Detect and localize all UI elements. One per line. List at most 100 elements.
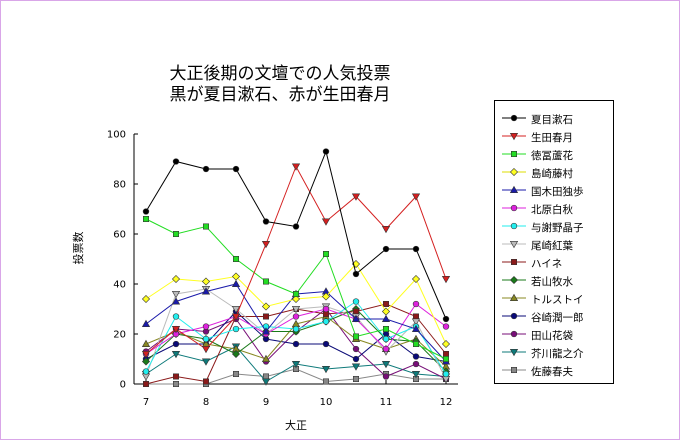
series-4	[141, 259, 451, 349]
data-point	[321, 365, 331, 374]
data-point	[171, 350, 181, 359]
chart-title-block: 大正後期の文壇での人気投票 黒が夏目漱石、赤が生田春月	[150, 64, 410, 106]
legend-swatch	[502, 241, 526, 249]
legend-label: 田山花袋	[531, 330, 573, 342]
data-point	[171, 290, 181, 299]
legend-swatch	[502, 349, 526, 357]
legend-label: 谷崎潤一郎	[531, 312, 584, 324]
x-tick-label: 12	[440, 397, 453, 408]
y-tick-label: 40	[113, 280, 126, 291]
legend-item: 国木田独歩	[495, 182, 613, 200]
data-point	[202, 165, 210, 173]
legend-swatch	[502, 204, 526, 212]
data-point	[141, 339, 151, 348]
data-point	[442, 323, 450, 330]
data-point	[291, 305, 301, 314]
data-point	[292, 340, 300, 348]
data-point	[352, 308, 359, 315]
data-point	[201, 345, 211, 354]
legend-label: 徳冨蘆花	[531, 150, 573, 162]
data-point	[231, 313, 241, 321]
data-point	[382, 300, 389, 307]
data-point	[262, 313, 269, 320]
legend-label: 若山牧水	[531, 276, 573, 288]
data-point	[381, 314, 391, 323]
legend-label: ハイネ	[531, 258, 563, 270]
data-point	[352, 355, 360, 363]
legend-label: トルストイ	[531, 294, 584, 306]
data-point	[411, 324, 421, 333]
series-layer	[141, 148, 451, 387]
data-point	[141, 294, 151, 304]
data-point	[141, 350, 151, 359]
legend-label: 夏目漱石	[531, 114, 573, 126]
legend-item: 北原白秋	[495, 200, 613, 218]
legend-item: 島崎藤村	[495, 164, 613, 182]
data-point	[141, 373, 151, 381]
data-point	[262, 373, 269, 380]
data-point	[291, 294, 301, 304]
data-point	[381, 360, 391, 369]
data-point	[382, 335, 390, 343]
x-tick-label: 8	[203, 397, 209, 408]
x-tick-label: 7	[143, 397, 149, 408]
data-point	[171, 274, 181, 284]
data-point	[412, 300, 420, 308]
data-point	[412, 313, 419, 320]
data-point	[171, 325, 181, 334]
data-point	[141, 357, 151, 366]
data-point	[292, 313, 300, 320]
data-point	[172, 340, 180, 348]
legend-label: 北原白秋	[531, 204, 573, 216]
data-point	[321, 218, 331, 226]
data-point	[411, 370, 421, 379]
data-point	[322, 318, 330, 325]
data-point	[143, 380, 150, 387]
data-point	[173, 380, 180, 387]
data-point	[142, 368, 150, 375]
data-point	[173, 231, 180, 238]
legend-swatch	[502, 293, 526, 301]
data-point	[203, 223, 210, 230]
data-point	[172, 158, 180, 165]
data-point	[322, 340, 330, 348]
data-point	[171, 297, 181, 305]
y-tick-label: 100	[107, 130, 126, 141]
data-point	[141, 319, 151, 328]
data-point	[351, 363, 361, 371]
legend-swatch	[502, 312, 526, 320]
legend-item: 佐藤春夫	[495, 362, 613, 380]
data-point	[352, 270, 360, 278]
legend-swatch	[502, 222, 526, 230]
data-point	[352, 298, 360, 305]
data-point	[291, 163, 301, 171]
y-tick-label: 0	[120, 380, 126, 391]
data-point	[231, 305, 241, 314]
data-point	[441, 339, 451, 349]
data-point	[442, 350, 449, 357]
series-2	[141, 163, 451, 359]
data-point	[233, 255, 240, 262]
data-point	[351, 193, 361, 201]
legend-item: 田山花袋	[495, 326, 613, 344]
legend-item: ハイネ	[495, 254, 613, 272]
data-point	[382, 325, 389, 332]
data-point	[352, 345, 360, 353]
y-ticks: 0 20 40 60 80 100	[107, 130, 138, 391]
legend-label: 尾崎紅葉	[531, 240, 573, 252]
data-point	[322, 305, 330, 313]
data-point	[442, 355, 449, 362]
data-point	[173, 373, 180, 380]
data-point	[202, 323, 210, 330]
legend-item: 夏目漱石	[495, 110, 613, 128]
data-point	[322, 378, 329, 385]
data-point	[442, 315, 450, 323]
legend-label: 国木田独歩	[531, 186, 584, 198]
data-point	[292, 223, 300, 230]
legend-swatch	[502, 275, 526, 285]
data-point	[231, 272, 241, 281]
data-point	[203, 378, 210, 385]
legend-label: 島崎藤村	[531, 168, 573, 180]
legend-swatch	[502, 167, 526, 177]
